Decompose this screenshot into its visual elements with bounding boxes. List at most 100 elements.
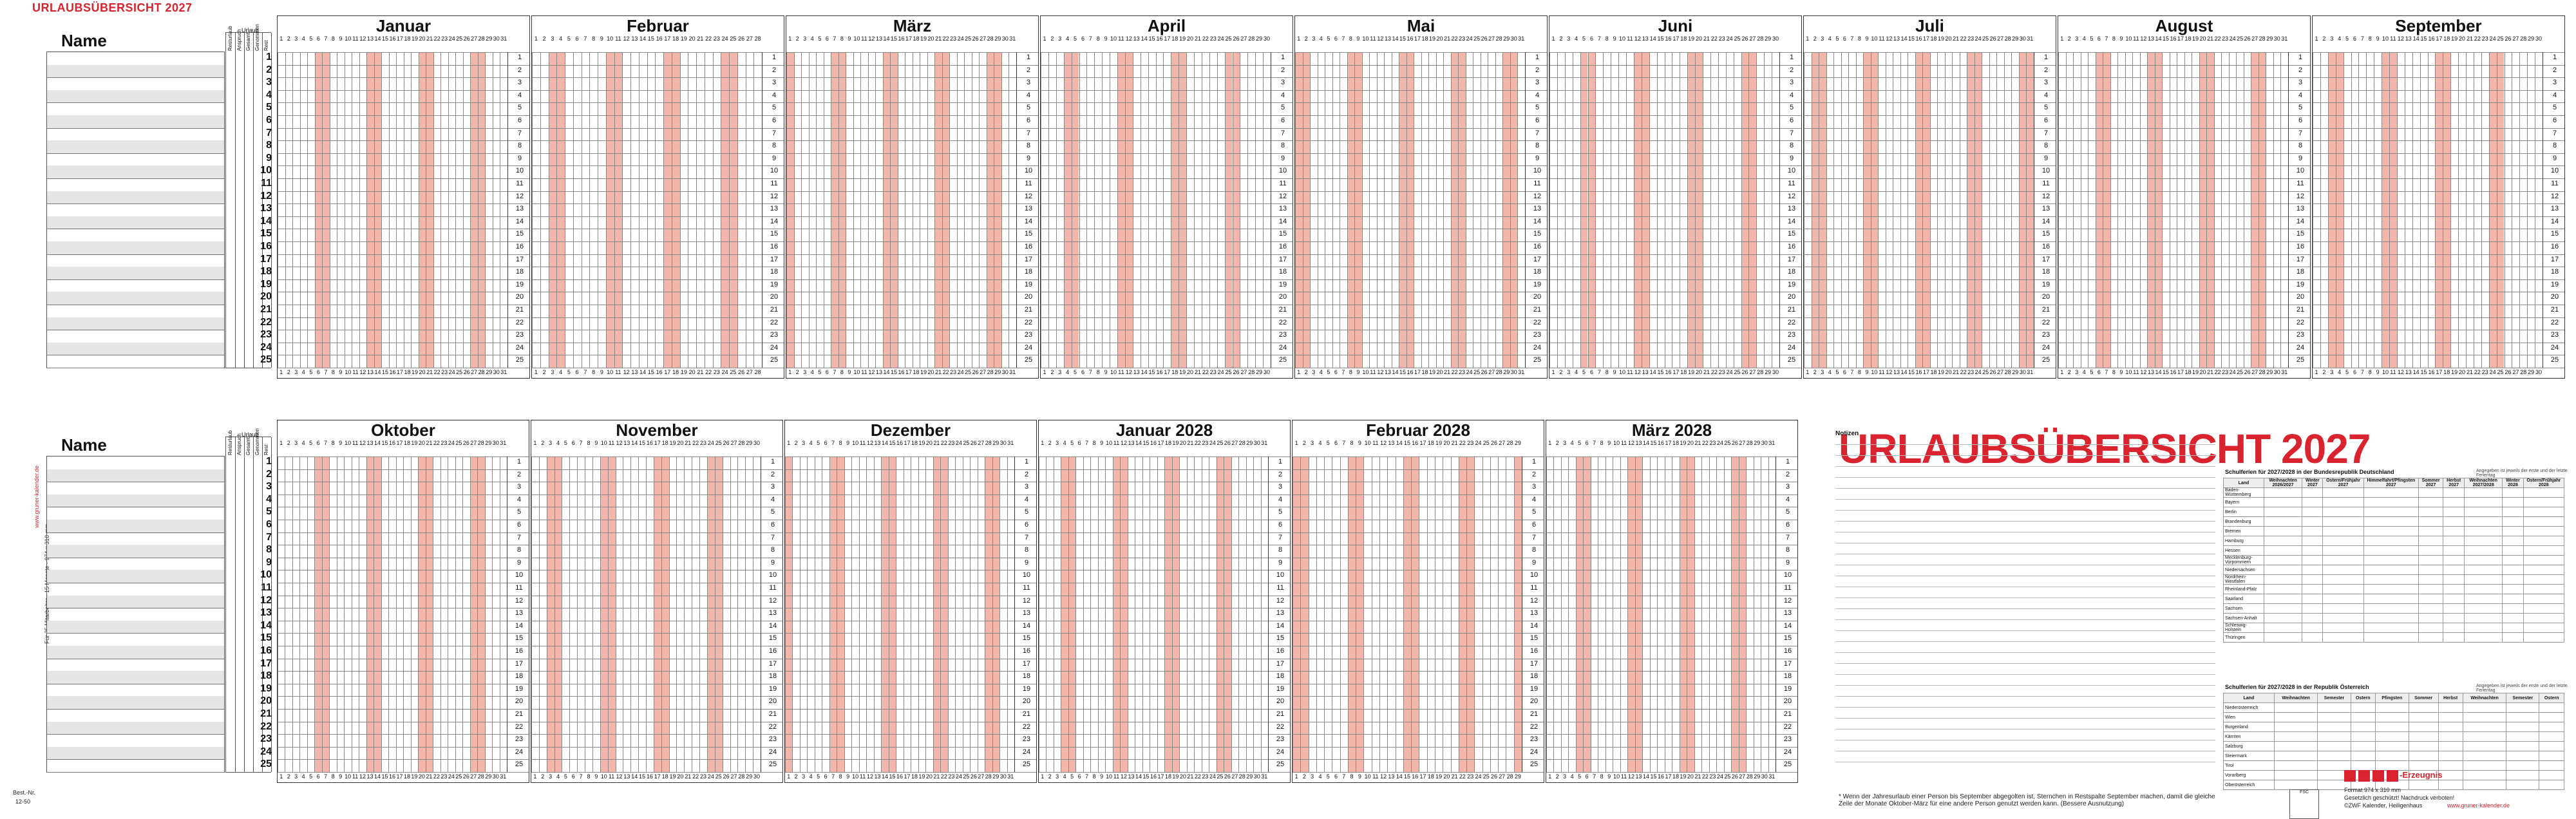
name-row[interactable] [47, 746, 224, 760]
name-row[interactable] [47, 494, 224, 508]
month-grid[interactable] [1039, 457, 1290, 773]
month-grid[interactable] [1041, 52, 1293, 368]
notes-line[interactable] [1835, 641, 2215, 642]
notes-line[interactable] [1835, 488, 2215, 489]
name-row[interactable] [47, 507, 224, 520]
name-row[interactable] [47, 77, 224, 91]
name-row[interactable] [47, 545, 224, 558]
notes-line[interactable] [1835, 718, 2215, 719]
name-row[interactable] [47, 646, 224, 659]
notes-line[interactable] [1835, 674, 2215, 675]
rest-column[interactable]: 1 2 3 4 5 6 7 8 9 10 11 12 13 14 15 16 17 18 19 20 21 22 23 24 2… [1014, 457, 1037, 772]
month-grid[interactable] [1293, 457, 1544, 773]
rest-column[interactable]: 1 2 3 4 5 6 7 8 9 10 11 12 13 14 15 16 17 18 19 20 21 22 23 24 2… [2543, 52, 2565, 368]
name-row[interactable] [47, 165, 224, 179]
name-row[interactable] [47, 279, 224, 293]
notes-line[interactable] [1835, 630, 2215, 631]
notes-line[interactable] [1835, 444, 2215, 445]
rest-column[interactable]: 1 2 3 4 5 6 7 8 9 10 11 12 13 14 15 16 17 18 19 20 21 22 23 24 2… [507, 457, 529, 772]
name-row[interactable] [47, 267, 224, 280]
notes-line[interactable] [1835, 663, 2215, 664]
name-row[interactable] [47, 583, 224, 596]
rest-column[interactable]: 1 2 3 4 5 6 7 8 9 10 11 12 13 14 15 16 17 18 19 20 21 22 23 24 2… [1779, 52, 1802, 368]
side-url[interactable]: www.gruner-kalender.de [33, 465, 40, 528]
name-row[interactable] [47, 721, 224, 735]
notes-line[interactable] [1835, 685, 2215, 686]
name-row[interactable] [47, 216, 224, 230]
name-row[interactable] [47, 520, 224, 533]
rest-column[interactable]: 1 2 3 4 5 6 7 8 9 10 11 12 13 14 15 16 17 18 19 20 21 22 23 24 2… [762, 52, 784, 368]
name-row[interactable] [47, 684, 224, 697]
name-row[interactable] [47, 153, 224, 167]
name-row[interactable] [47, 342, 224, 356]
name-row[interactable] [47, 558, 224, 571]
name-row[interactable] [47, 671, 224, 684]
name-row[interactable] [47, 115, 224, 129]
name-row[interactable] [47, 191, 224, 205]
notes-line[interactable] [1835, 608, 2215, 609]
name-row[interactable] [47, 330, 224, 343]
month-grid[interactable] [531, 457, 782, 773]
name-row[interactable] [47, 178, 224, 192]
name-row[interactable] [47, 241, 224, 255]
notes-line[interactable] [1835, 619, 2215, 620]
name-row[interactable] [47, 659, 224, 672]
name-row[interactable] [47, 102, 224, 116]
name-row[interactable] [47, 305, 224, 318]
name-row[interactable] [47, 317, 224, 331]
name-row[interactable] [47, 759, 224, 773]
name-row[interactable] [47, 355, 224, 368]
notes-line[interactable] [1835, 652, 2215, 653]
name-row[interactable] [47, 532, 224, 546]
name-row[interactable] [47, 457, 224, 470]
name-row[interactable] [47, 203, 224, 217]
name-row[interactable] [47, 608, 224, 621]
month-grid[interactable] [278, 52, 529, 368]
month-grid[interactable] [1295, 52, 1547, 368]
notes-line[interactable] [1835, 510, 2215, 511]
name-row[interactable] [47, 128, 224, 142]
month-grid[interactable] [1546, 457, 1797, 773]
month-grid[interactable] [2313, 52, 2564, 368]
rest-column[interactable]: 1 2 3 4 5 6 7 8 9 10 11 12 13 14 15 16 17 18 19 20 21 22 23 24 2… [1016, 52, 1039, 368]
name-row[interactable] [47, 140, 224, 154]
name-row[interactable] [47, 64, 224, 79]
rest-column[interactable]: 1 2 3 4 5 6 7 8 9 10 11 12 13 14 15 16 17 18 19 20 21 22 23 24 2… [1522, 457, 1544, 772]
month-grid[interactable] [1804, 52, 2056, 368]
notes-line[interactable] [1835, 455, 2215, 456]
rest-column[interactable]: 1 2 3 4 5 6 7 8 9 10 11 12 13 14 15 16 17 18 19 20 21 22 23 24 2… [1271, 52, 1293, 368]
name-row[interactable] [47, 482, 224, 495]
name-row[interactable] [47, 734, 224, 748]
name-row[interactable] [47, 595, 224, 609]
name-row[interactable] [47, 254, 224, 268]
rest-column[interactable]: 1 2 3 4 5 6 7 8 9 10 11 12 13 14 15 16 17 18 19 20 21 22 23 24 2… [2288, 52, 2311, 368]
month-grid[interactable] [278, 457, 529, 773]
name-row[interactable] [47, 633, 224, 646]
notes-line[interactable] [1835, 729, 2215, 730]
name-row[interactable] [47, 570, 224, 583]
name-row[interactable] [47, 709, 224, 722]
rest-column[interactable]: 1 2 3 4 5 6 7 8 9 10 11 12 13 14 15 16 17 18 19 20 21 22 23 24 2… [761, 457, 783, 772]
rest-column[interactable]: 1 2 3 4 5 6 7 8 9 10 11 12 13 14 15 16 17 18 19 20 21 22 23 24 2… [1776, 457, 1798, 772]
notes-line[interactable] [1835, 477, 2215, 478]
rest-column[interactable]: 1 2 3 4 5 6 7 8 9 10 11 12 13 14 15 16 17 18 19 20 21 22 23 24 2… [2034, 52, 2056, 368]
name-row[interactable] [47, 292, 224, 305]
name-row[interactable] [47, 89, 224, 104]
name-row[interactable] [47, 620, 224, 634]
rest-column[interactable]: 1 2 3 4 5 6 7 8 9 10 11 12 13 14 15 16 17 18 19 20 21 22 23 24 2… [1525, 52, 1548, 368]
notes-line[interactable] [1835, 466, 2215, 467]
name-row[interactable] [47, 469, 224, 483]
rest-column[interactable]: 1 2 3 4 5 6 7 8 9 10 11 12 13 14 15 16 17 18 19 20 21 22 23 24 2… [1268, 457, 1291, 772]
month-grid[interactable] [1549, 52, 1801, 368]
footer-url[interactable]: www.gruner-kalender.de [2447, 802, 2510, 809]
month-grid[interactable] [785, 457, 1036, 773]
notes-line[interactable] [1835, 499, 2215, 500]
month-grid[interactable] [532, 52, 784, 368]
notes-line[interactable] [1835, 521, 2215, 522]
notes-line[interactable] [1835, 696, 2215, 697]
month-grid[interactable] [2058, 52, 2310, 368]
rest-column[interactable]: 1 2 3 4 5 6 7 8 9 10 11 12 13 14 15 16 17 18 19 20 21 22 23 24 2… [507, 52, 530, 368]
name-row[interactable] [47, 52, 224, 66]
name-row[interactable] [47, 229, 224, 242]
notes-line[interactable] [1835, 707, 2215, 708]
